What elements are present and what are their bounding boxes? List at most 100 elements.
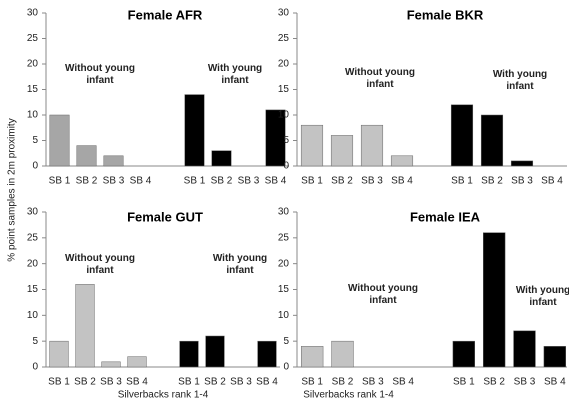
y-tick-label: 30 (27, 207, 39, 218)
y-tick-label: 25 (27, 33, 39, 44)
bar (452, 340, 476, 368)
y-tick-label: 25 (27, 232, 39, 243)
y-tick-label: 15 (278, 284, 290, 295)
x-tick-label: SB 3 (361, 176, 383, 187)
bar (179, 340, 199, 368)
x-tick-label: SB 3 (514, 377, 536, 388)
bar (265, 109, 286, 167)
y-tick-label: 30 (278, 207, 290, 218)
bar (450, 104, 474, 167)
x-tick-label: SB 1 (301, 377, 323, 388)
x-tick-label: SB 4 (391, 176, 413, 187)
y-tick-label: 30 (278, 8, 290, 19)
x-tick-label: SB 3 (230, 377, 252, 388)
bar (76, 145, 97, 167)
bar (390, 155, 414, 167)
x-tick-label: SB 4 (126, 377, 148, 388)
bar (103, 155, 124, 167)
y-tick-label: 0 (283, 362, 289, 373)
chart-title: Female AFR (128, 7, 203, 22)
x-axis-label: Silverbacks rank 1-4 (303, 390, 394, 400)
bar (330, 135, 354, 167)
x-tick-label: SB 2 (211, 176, 233, 187)
y-tick-label: 5 (32, 135, 38, 146)
bar (75, 284, 95, 368)
x-tick-label: SB 4 (392, 377, 414, 388)
chart-title: Female GUT (127, 209, 203, 224)
y-tick-label: 5 (283, 336, 289, 347)
bar (482, 232, 506, 368)
bar (49, 114, 70, 167)
y-tick-label: 15 (27, 284, 39, 295)
bar (257, 340, 277, 368)
x-tick-label: SB 2 (74, 377, 96, 388)
x-tick-label: SB 1 (48, 377, 70, 388)
y-axis-label: % point samples in 2m proximity (7, 118, 18, 261)
y-tick-label: 0 (32, 362, 38, 373)
y-tick-label: 20 (27, 258, 39, 269)
bar (513, 330, 536, 368)
x-tick-label: SB 3 (238, 176, 260, 187)
y-tick-label: 10 (278, 110, 290, 121)
bar (480, 114, 504, 167)
bar (49, 340, 69, 368)
x-tick-label: SB 4 (541, 176, 563, 187)
group-label: Without young infant (65, 253, 135, 276)
bar (184, 94, 205, 167)
x-tick-label: SB 4 (256, 377, 278, 388)
x-tick-label: SB 1 (453, 377, 475, 388)
y-tick-label: 5 (283, 135, 289, 146)
y-tick-label: 30 (27, 8, 39, 19)
bar (205, 335, 225, 368)
x-tick-label: SB 3 (362, 377, 384, 388)
y-tick-label: 0 (32, 161, 38, 172)
group-label: Without young infant (348, 283, 418, 306)
bar (510, 160, 534, 167)
chart-title: Female BKR (407, 7, 484, 22)
x-tick-label: SB 3 (100, 377, 122, 388)
bar (331, 340, 354, 368)
bar (127, 356, 147, 368)
y-tick-label: 25 (278, 232, 290, 243)
x-tick-label: SB 1 (301, 176, 323, 187)
group-label: Without young infant (345, 67, 415, 90)
x-axis-label: Silverbacks rank 1-4 (118, 390, 209, 400)
y-tick-label: 15 (27, 84, 39, 95)
x-tick-label: SB 4 (130, 176, 152, 187)
x-tick-label: SB 2 (331, 176, 353, 187)
y-tick-label: 5 (32, 336, 38, 347)
bar (211, 150, 232, 167)
bar (300, 124, 324, 167)
x-tick-label: SB 3 (103, 176, 125, 187)
x-tick-label: SB 1 (451, 176, 473, 187)
group-label: With young infant (208, 63, 262, 86)
y-tick-label: 15 (278, 84, 290, 95)
bar (543, 346, 567, 368)
y-tick-label: 20 (278, 258, 290, 269)
y-tick-label: 25 (278, 33, 290, 44)
y-tick-label: 20 (278, 59, 290, 70)
group-label: With young infant (516, 285, 569, 308)
y-tick-label: 10 (278, 310, 290, 321)
y-tick-label: 10 (27, 310, 39, 321)
x-tick-label: SB 3 (511, 176, 533, 187)
bar (300, 346, 324, 368)
x-tick-label: SB 4 (544, 377, 566, 388)
y-tick-label: 20 (27, 59, 39, 70)
x-tick-label: SB 1 (178, 377, 200, 388)
group-label: With young infant (213, 253, 267, 276)
x-tick-label: SB 2 (76, 176, 98, 187)
bar (360, 124, 384, 167)
x-tick-label: SB 2 (481, 176, 503, 187)
group-label: With young infant (493, 69, 547, 92)
x-tick-label: SB 2 (332, 377, 354, 388)
group-label: Without young infant (65, 63, 135, 86)
chart-title: Female IEA (410, 209, 481, 224)
x-tick-label: SB 4 (265, 176, 287, 187)
y-tick-label: 0 (283, 161, 289, 172)
x-tick-label: SB 1 (184, 176, 206, 187)
y-tick-label: 10 (27, 110, 39, 121)
x-tick-label: SB 2 (204, 377, 226, 388)
x-tick-label: SB 1 (49, 176, 71, 187)
